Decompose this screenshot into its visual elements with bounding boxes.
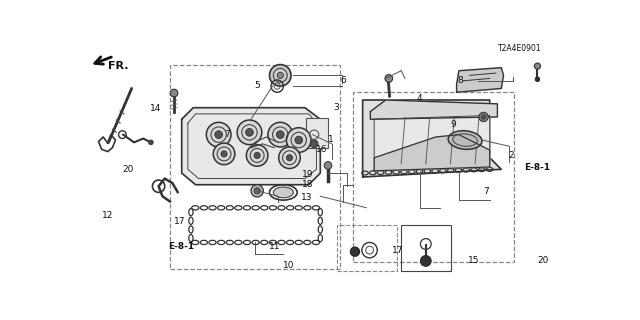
Text: 20: 20	[538, 256, 549, 265]
Text: E-8-1: E-8-1	[168, 242, 194, 251]
Text: 17: 17	[392, 246, 404, 255]
Bar	[337, 225, 397, 271]
Circle shape	[324, 162, 332, 169]
Circle shape	[215, 131, 223, 139]
Bar	[401, 225, 451, 271]
Circle shape	[310, 140, 318, 148]
Circle shape	[251, 185, 263, 197]
Text: 4: 4	[417, 93, 422, 102]
Polygon shape	[182, 108, 320, 185]
Text: 7: 7	[483, 187, 489, 196]
Circle shape	[221, 151, 227, 157]
Polygon shape	[374, 135, 490, 171]
Text: 12: 12	[102, 211, 114, 220]
Circle shape	[246, 129, 253, 136]
Text: 20: 20	[122, 165, 133, 174]
Circle shape	[276, 131, 284, 139]
Circle shape	[269, 65, 291, 86]
Polygon shape	[363, 100, 501, 177]
Text: 3: 3	[333, 103, 339, 112]
Polygon shape	[371, 100, 497, 119]
Text: 5: 5	[254, 81, 260, 90]
Circle shape	[268, 122, 292, 147]
Circle shape	[254, 188, 260, 194]
Text: 9: 9	[450, 120, 456, 129]
Circle shape	[535, 77, 540, 82]
Circle shape	[287, 155, 292, 161]
Ellipse shape	[273, 187, 293, 198]
Circle shape	[206, 122, 231, 147]
Circle shape	[479, 112, 488, 122]
Circle shape	[254, 152, 260, 158]
Circle shape	[246, 145, 268, 166]
Circle shape	[385, 75, 393, 82]
Text: 2: 2	[508, 151, 513, 160]
Circle shape	[534, 63, 541, 69]
Circle shape	[287, 128, 311, 152]
Bar	[170, 65, 340, 269]
Text: 16: 16	[316, 145, 327, 154]
Text: E-8-1: E-8-1	[524, 163, 550, 172]
Text: 1: 1	[328, 135, 333, 144]
Text: 18: 18	[302, 180, 314, 189]
Text: 6: 6	[340, 76, 346, 85]
Text: 14: 14	[150, 104, 161, 113]
Bar	[353, 92, 515, 262]
Circle shape	[350, 247, 360, 256]
Circle shape	[481, 115, 486, 119]
Text: 7: 7	[225, 130, 230, 139]
Bar	[307, 118, 328, 148]
Circle shape	[277, 72, 284, 78]
Text: 8: 8	[457, 76, 463, 85]
Circle shape	[420, 256, 431, 266]
Text: 17: 17	[174, 217, 186, 226]
Circle shape	[213, 143, 235, 165]
Text: 10: 10	[283, 260, 294, 269]
Circle shape	[295, 136, 303, 144]
Circle shape	[237, 120, 262, 145]
Circle shape	[170, 89, 178, 97]
Text: 13: 13	[301, 193, 312, 202]
Text: 11: 11	[269, 242, 280, 251]
Text: FR.: FR.	[108, 61, 128, 71]
Text: T2A4E0901: T2A4E0901	[498, 44, 541, 53]
Polygon shape	[374, 116, 490, 171]
Circle shape	[148, 140, 153, 145]
Circle shape	[279, 147, 300, 169]
Polygon shape	[456, 68, 504, 92]
Ellipse shape	[448, 131, 482, 149]
Text: 19: 19	[302, 170, 314, 179]
Text: 15: 15	[468, 256, 480, 265]
